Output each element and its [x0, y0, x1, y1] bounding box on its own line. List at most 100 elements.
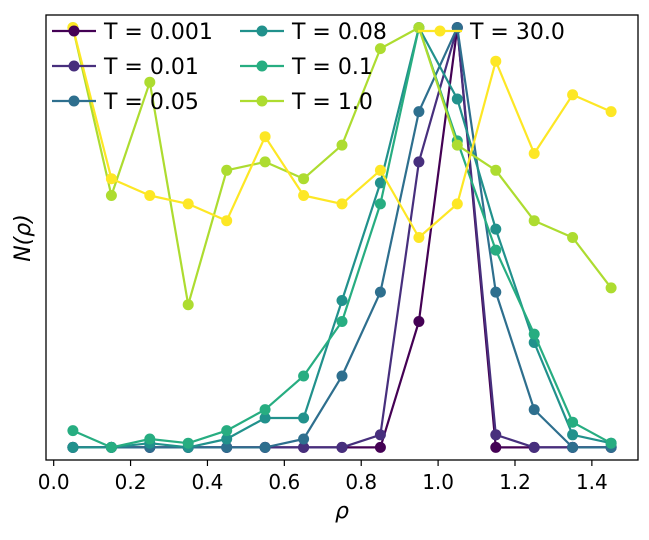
x-tick-label: 1.4: [576, 470, 608, 494]
data-point: [374, 43, 386, 55]
x-tick-label: 1.2: [499, 470, 531, 494]
legend-label: T = 0.1: [291, 55, 373, 80]
data-point: [528, 148, 540, 159]
data-point: [144, 76, 156, 88]
data-point: [336, 198, 348, 210]
data-point: [105, 190, 117, 201]
x-tick-label: 0.8: [345, 470, 377, 494]
data-point: [298, 173, 310, 185]
data-point: [490, 244, 502, 256]
legend-label: T = 0.05: [103, 90, 199, 115]
legend-entry: T = 30.0: [418, 20, 565, 45]
legend-label: T = 1.0: [291, 90, 373, 115]
data-point: [182, 198, 194, 210]
data-point: [67, 441, 79, 453]
data-point: [528, 441, 540, 453]
data-point: [490, 55, 502, 67]
legend-entry: T = 0.001: [52, 20, 213, 45]
series-6: [67, 22, 617, 243]
legend-label: T = 0.001: [103, 20, 213, 45]
data-point: [374, 441, 386, 453]
legend-marker: [68, 60, 80, 72]
data-point: [298, 441, 310, 453]
data-point: [413, 232, 425, 243]
legend-entry: T = 0.05: [52, 90, 199, 115]
data-point: [528, 215, 540, 227]
data-point: [451, 93, 463, 105]
data-point: [182, 299, 194, 311]
series-layer: [67, 22, 617, 453]
data-point: [451, 139, 463, 151]
data-point: [259, 131, 271, 143]
legend: T = 0.001 T = 0.01 T = 0.05 T = 0.08 T = 0.1…: [52, 20, 565, 115]
data-point: [144, 433, 156, 445]
data-point: [374, 177, 386, 189]
data-point: [221, 164, 233, 176]
data-point: [567, 416, 579, 428]
data-point: [413, 106, 425, 118]
data-point: [105, 173, 117, 185]
legend-marker: [68, 95, 80, 107]
legend-marker: [68, 25, 80, 37]
data-point: [374, 286, 386, 298]
data-point: [567, 232, 579, 243]
data-point: [221, 433, 233, 445]
data-point: [221, 215, 233, 227]
data-point: [259, 441, 271, 453]
data-point: [144, 190, 156, 201]
data-point: [182, 437, 194, 449]
x-tick-label: 0.2: [115, 470, 147, 494]
data-point: [259, 404, 271, 416]
legend-marker: [256, 25, 268, 37]
legend-marker: [256, 95, 268, 107]
plot-frame: [45, 14, 639, 461]
data-point: [336, 139, 348, 151]
data-point: [298, 433, 310, 445]
data-point: [490, 286, 502, 298]
data-point: [451, 198, 463, 210]
x-axis: 0.0 0.2 0.4 0.6 0.8 1.0 1.2 1.4: [38, 460, 608, 494]
data-point: [67, 425, 79, 437]
data-point: [490, 441, 502, 453]
data-point: [528, 404, 540, 416]
data-point: [336, 370, 348, 382]
data-point: [605, 106, 617, 118]
data-point: [298, 412, 310, 424]
legend-marker: [434, 25, 446, 37]
legend-entry: T = 0.01: [52, 55, 199, 80]
data-point: [490, 223, 502, 235]
legend-entry: T = 1.0: [240, 90, 373, 115]
data-point: [374, 198, 386, 210]
data-point: [298, 190, 310, 201]
x-tick-label: 0.4: [192, 470, 224, 494]
legend-entry: T = 0.08: [240, 20, 387, 45]
data-point: [605, 437, 617, 449]
data-point: [413, 156, 425, 168]
data-point: [528, 328, 540, 340]
x-axis-label: ρ: [335, 499, 349, 524]
legend-entry: T = 0.1: [240, 55, 373, 80]
legend-label: T = 0.08: [291, 20, 387, 45]
data-point: [567, 441, 579, 453]
legend-marker: [256, 60, 268, 72]
data-point: [336, 441, 348, 453]
data-point: [259, 412, 271, 424]
legend-label: T = 0.01: [103, 55, 199, 80]
x-tick-label: 0.6: [268, 470, 300, 494]
data-point: [374, 429, 386, 441]
data-point: [567, 429, 579, 441]
x-tick-label: 0.0: [38, 470, 70, 494]
data-point: [490, 429, 502, 441]
legend-label: T = 30.0: [469, 20, 565, 45]
data-point: [336, 316, 348, 327]
data-point: [298, 370, 310, 382]
x-tick-label: 1.0: [422, 470, 454, 494]
data-point: [567, 89, 579, 101]
data-point: [105, 441, 117, 453]
y-axis-label: N(ρ): [11, 214, 36, 262]
data-point: [413, 316, 425, 327]
data-point: [221, 425, 233, 437]
data-point: [336, 295, 348, 306]
